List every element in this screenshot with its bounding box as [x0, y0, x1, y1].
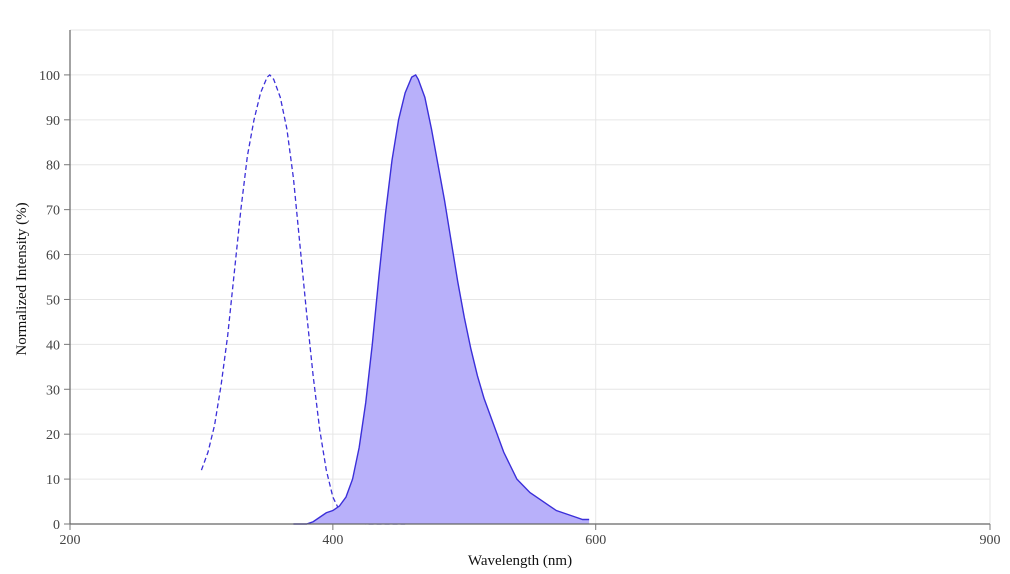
x-tick-label: 200: [60, 533, 81, 548]
y-tick-label: 100: [39, 69, 60, 84]
y-axis-title: Normalized Intensity (%): [14, 202, 30, 355]
emission-curve: [293, 73, 590, 525]
emission-area-fill: [293, 74, 590, 524]
y-tick-label: 0: [53, 518, 60, 533]
y-tick-label: 20: [46, 428, 60, 443]
tick-labels: 0 10 20 30 40 50 60 70 80 90 100 200 400 600 900: [39, 69, 1001, 548]
axes: [69, 30, 990, 525]
excitation-curve: [200, 73, 406, 525]
grid: [70, 29, 991, 524]
x-tick-label: 900: [980, 533, 1001, 548]
y-tick-label: 90: [46, 114, 60, 129]
series-layer: [200, 73, 590, 525]
y-tick-label: 30: [46, 383, 60, 398]
y-tick-label: 10: [46, 473, 60, 488]
y-tick-label: 70: [46, 204, 60, 219]
x-tick-label: 400: [322, 533, 343, 548]
y-tick-label: 60: [46, 249, 60, 264]
y-tick-label: 50: [46, 293, 60, 308]
x-tick-label: 600: [585, 533, 606, 548]
y-tick-label: 40: [46, 338, 60, 353]
y-tick-label: 80: [46, 159, 60, 174]
x-axis-title: Wavelength (nm): [468, 553, 572, 569]
